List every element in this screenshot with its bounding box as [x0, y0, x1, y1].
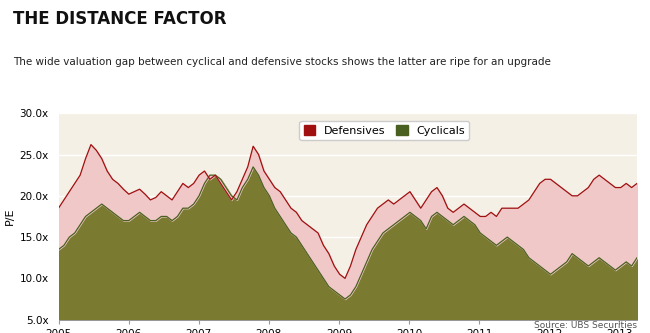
Text: THE DISTANCE FACTOR: THE DISTANCE FACTOR: [13, 10, 226, 28]
Text: The wide valuation gap between cyclical and defensive stocks shows the latter ar: The wide valuation gap between cyclical …: [13, 57, 551, 67]
Text: Source: UBS Securities: Source: UBS Securities: [534, 321, 637, 330]
Legend: Defensives, Cyclicals: Defensives, Cyclicals: [300, 121, 469, 140]
Y-axis label: P/E: P/E: [5, 208, 16, 225]
